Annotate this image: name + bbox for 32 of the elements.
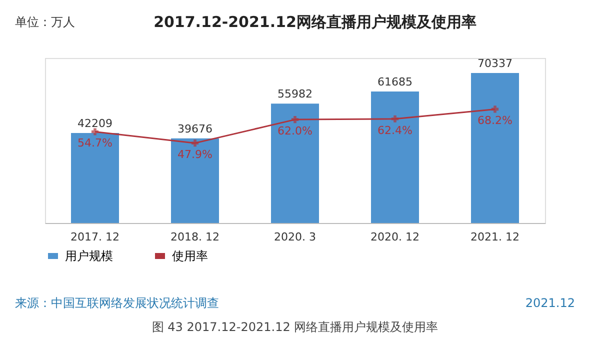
x-tick-label: 2021. 12 [470, 230, 520, 244]
data-label: 61685 [378, 75, 412, 88]
legend-label: 用户规模 [65, 249, 113, 263]
x-tick-label: 2020. 12 [370, 230, 420, 244]
x-tick-label: 2020. 3 [274, 230, 316, 244]
point [91, 128, 99, 136]
chart-title: 2017.12-2021.12网络直播用户规模及使用率 [154, 13, 476, 31]
text: 2021.12 [525, 296, 575, 310]
bar [71, 132, 119, 223]
data-label: 39676 [178, 122, 212, 136]
data-label: 62.4% [378, 124, 412, 137]
text: 单位：万人 [15, 15, 75, 29]
data-label: 70337 [478, 57, 512, 70]
x-tick-label: 2017. 12 [70, 230, 120, 244]
bar [471, 73, 519, 223]
point [191, 140, 199, 147]
data-label: 42209 [78, 116, 112, 130]
caption: 图 43 2017.12-2021.12 网络直播用户规模及使用率 [152, 320, 438, 334]
point [491, 106, 499, 113]
point [291, 116, 299, 124]
point [391, 115, 399, 122]
x-tick-label: 2018. 12 [170, 230, 220, 244]
bar [271, 104, 319, 223]
bar [371, 91, 419, 223]
data-label: 54.7% [78, 136, 112, 150]
legend-label: 使用率 [172, 249, 208, 263]
source-note: 来源：中国互联网络发展状况统计调查 [15, 296, 219, 310]
data-label: 68.2% [478, 114, 512, 128]
data-label: 47.9% [178, 148, 212, 162]
bar [171, 138, 219, 223]
data-label: 55982 [278, 88, 312, 101]
data-label: 62.0% [278, 124, 312, 138]
